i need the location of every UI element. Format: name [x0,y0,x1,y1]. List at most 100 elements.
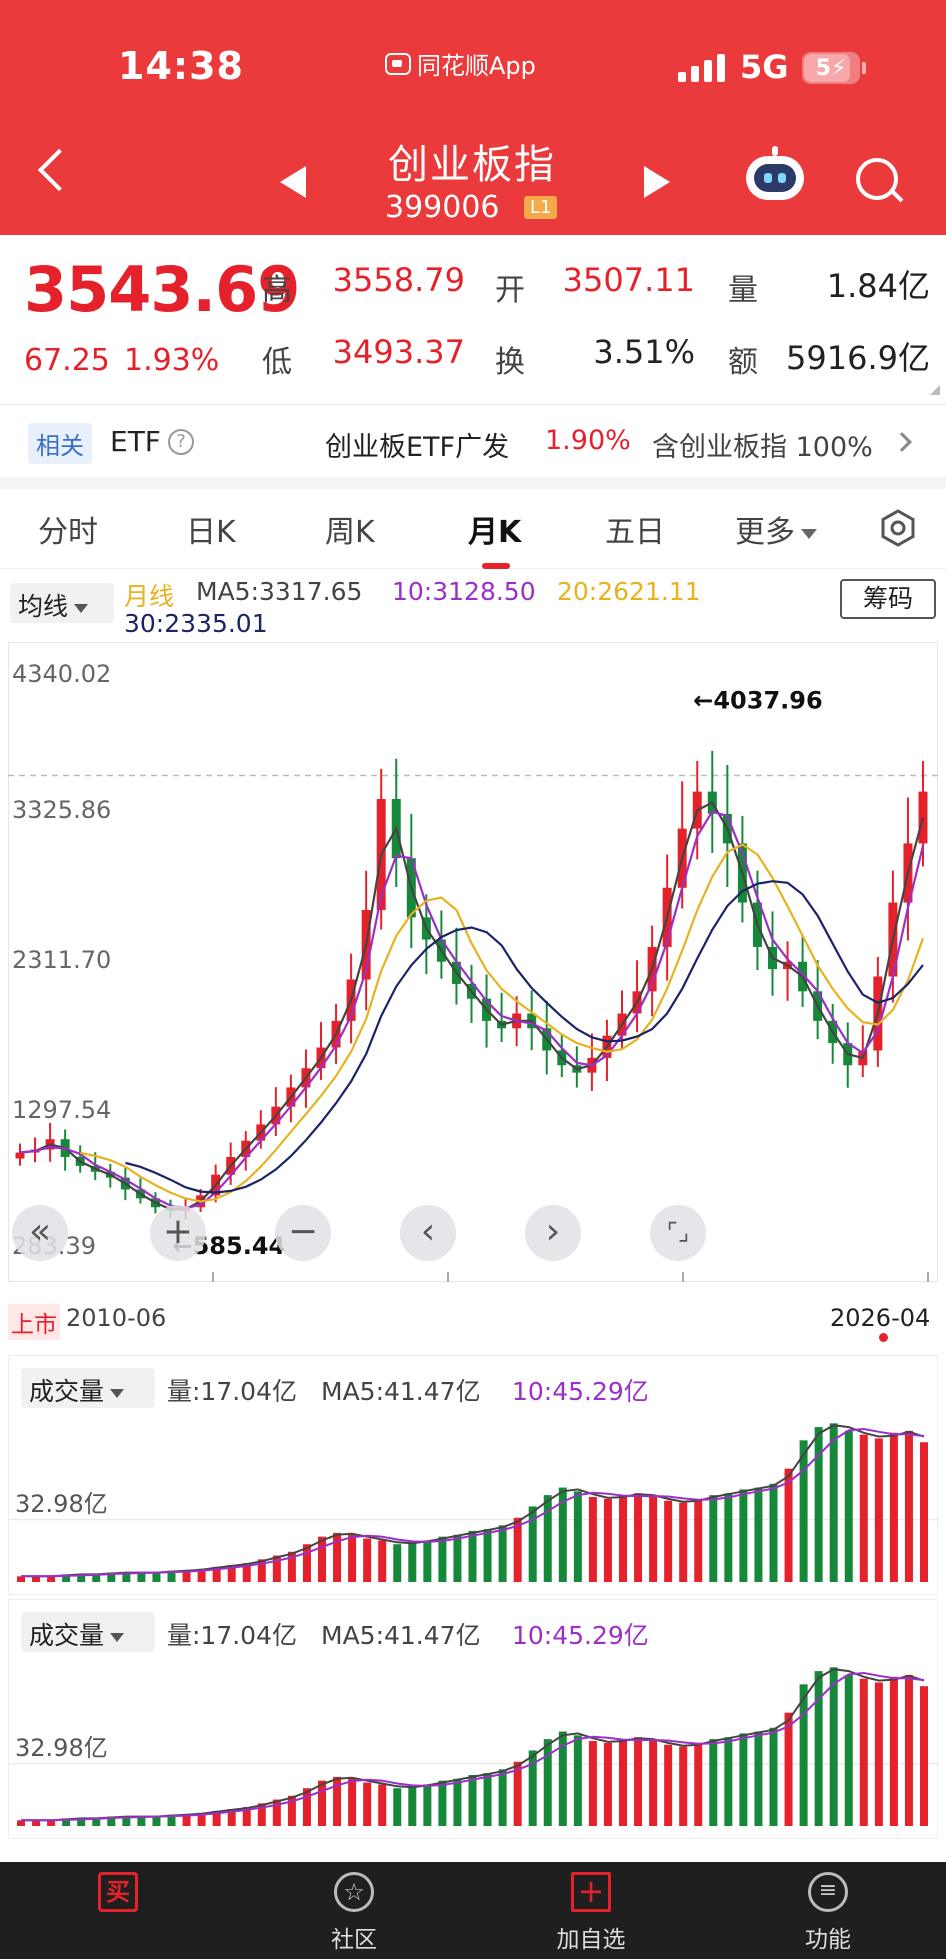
nav-add-label: 加自选 [556,1927,626,1953]
volume-bar [152,1816,161,1826]
tab-intraday[interactable]: 分时 [38,515,98,550]
volume-ma10: 10:45.29亿 [512,1621,649,1650]
zoom-out-button[interactable]: − [275,1205,331,1261]
fullscreen-button[interactable]: ⌜⌟ [650,1205,706,1261]
volume-bar [287,1795,296,1826]
ma20-value: 20:2621.11 [557,577,701,606]
active-tab-indicator [482,563,510,569]
volume-bar [859,1434,868,1582]
volume-bar [302,1544,311,1582]
volume-bar [182,1814,191,1826]
volume-bar [137,1572,146,1582]
volume-bar [528,1750,537,1826]
app-logo-icon [385,52,411,75]
volume-bar [543,1495,552,1582]
volume-bar [664,1500,673,1582]
etf-label: ETF [110,425,161,458]
nav-functions[interactable]: ≡ 功能 [710,1862,946,1959]
network-type: 5G [740,48,789,86]
volume-selector[interactable]: 成交量 [21,1612,155,1652]
buy-icon: 买 [98,1872,138,1912]
tab-more[interactable]: 更多 [735,507,817,551]
volume-bar [844,1430,853,1582]
related-etf-row[interactable]: 相关 ETF ? 创业板ETF广发 1.90% 含创业板指 100% [0,405,946,477]
volume-bar [363,1782,372,1826]
rewind-button[interactable]: « [12,1205,68,1261]
tab-monthly-k[interactable]: 月K [468,515,522,550]
help-icon[interactable]: ? [168,429,194,455]
volume-bar [920,1442,928,1582]
settings-icon[interactable] [878,508,918,548]
volume-bar [588,1497,597,1582]
tab-weekly-k[interactable]: 周K [325,515,375,550]
robot-assistant-icon[interactable] [746,146,804,200]
volume-bar [167,1814,176,1826]
volume-bar [348,1778,357,1826]
volume-bar [257,1803,266,1826]
volume-bar [453,1534,462,1582]
volume-bar [453,1778,462,1826]
volume-bar [724,1737,733,1826]
volume-panel-1[interactable]: 成交量 量:17.04亿 MA5:41.47亿 10:45.29亿 32.98亿 [8,1355,939,1595]
turnover-value: 3.51% [593,333,695,371]
volume-bar [754,1487,763,1582]
volume-selector[interactable]: 成交量 [21,1368,155,1408]
volume-bar [107,1816,116,1826]
tab-daily-k[interactable]: 日K [186,515,236,550]
volume-panel-2[interactable]: 成交量 量:17.04亿 MA5:41.47亿 10:45.29亿 32.98亿 [8,1599,939,1839]
volume-bar [152,1572,161,1582]
low-value: 3493.37 [332,333,465,371]
volume-bar [694,1742,703,1826]
y-tick-label: 2311.70 [12,946,111,974]
nav-community[interactable]: 社区 [236,1862,472,1959]
ma-selector[interactable]: 均线 [10,583,114,623]
volume-bar [287,1551,296,1582]
pan-right-button[interactable]: › [525,1205,581,1261]
pan-left-button[interactable]: ‹ [400,1205,456,1261]
volume-bar [167,1570,176,1582]
next-stock-icon[interactable] [644,166,670,198]
volume-bar [754,1731,763,1826]
turnover-label: 换 [495,345,525,380]
volume-bar [182,1570,191,1582]
volume-bar [137,1816,146,1826]
volume-bar [393,1544,402,1582]
high-value: 3558.79 [332,261,465,299]
volume-bar [77,1574,86,1582]
kline-chart[interactable]: 4340.023325.862311.701297.54283.39←4037.… [8,642,938,1282]
tab-five-day[interactable]: 五日 [605,515,665,550]
search-icon[interactable] [856,158,898,200]
nav-community-label: 社区 [331,1927,377,1953]
prev-stock-icon[interactable] [280,166,306,198]
volume-bar [649,1497,658,1582]
battery-level: 5 [815,55,831,81]
volume-bar [889,1676,898,1826]
volume-bar [302,1788,311,1826]
rewind-icon: « [28,1211,52,1252]
x-end-date: 2026-04 [830,1304,931,1332]
listing-tag: 上市 [8,1304,60,1340]
nav-buy[interactable]: 买 [0,1862,236,1959]
y-tick-label: 3325.86 [12,796,111,824]
volume-ma5: MA5:41.47亿 [321,1377,481,1406]
volume-bar [814,1671,823,1826]
volume-bar [558,1487,567,1582]
zoom-in-button[interactable]: + [150,1205,206,1261]
volume-bar [649,1741,658,1826]
nav-add-watchlist[interactable]: + 加自选 [473,1862,709,1959]
volume-bar [799,1684,808,1826]
kline-svg: 4340.023325.862311.701297.54283.39←4037.… [8,642,938,1282]
back-icon[interactable] [37,148,81,192]
volume-bar [904,1674,913,1826]
latest-dot [879,1333,888,1342]
y-tick-label: 4340.02 [12,660,111,688]
chips-button[interactable]: 筹码 [840,579,936,619]
volume-bar [378,1540,387,1582]
volume-bar [603,1498,612,1582]
expand-corner-icon[interactable] [930,385,940,395]
volume-svg [9,1423,939,1582]
volume-bar [197,1568,206,1582]
high-label: 高 [262,273,292,308]
volume-bar [333,1776,342,1826]
signal-icon [678,52,725,82]
